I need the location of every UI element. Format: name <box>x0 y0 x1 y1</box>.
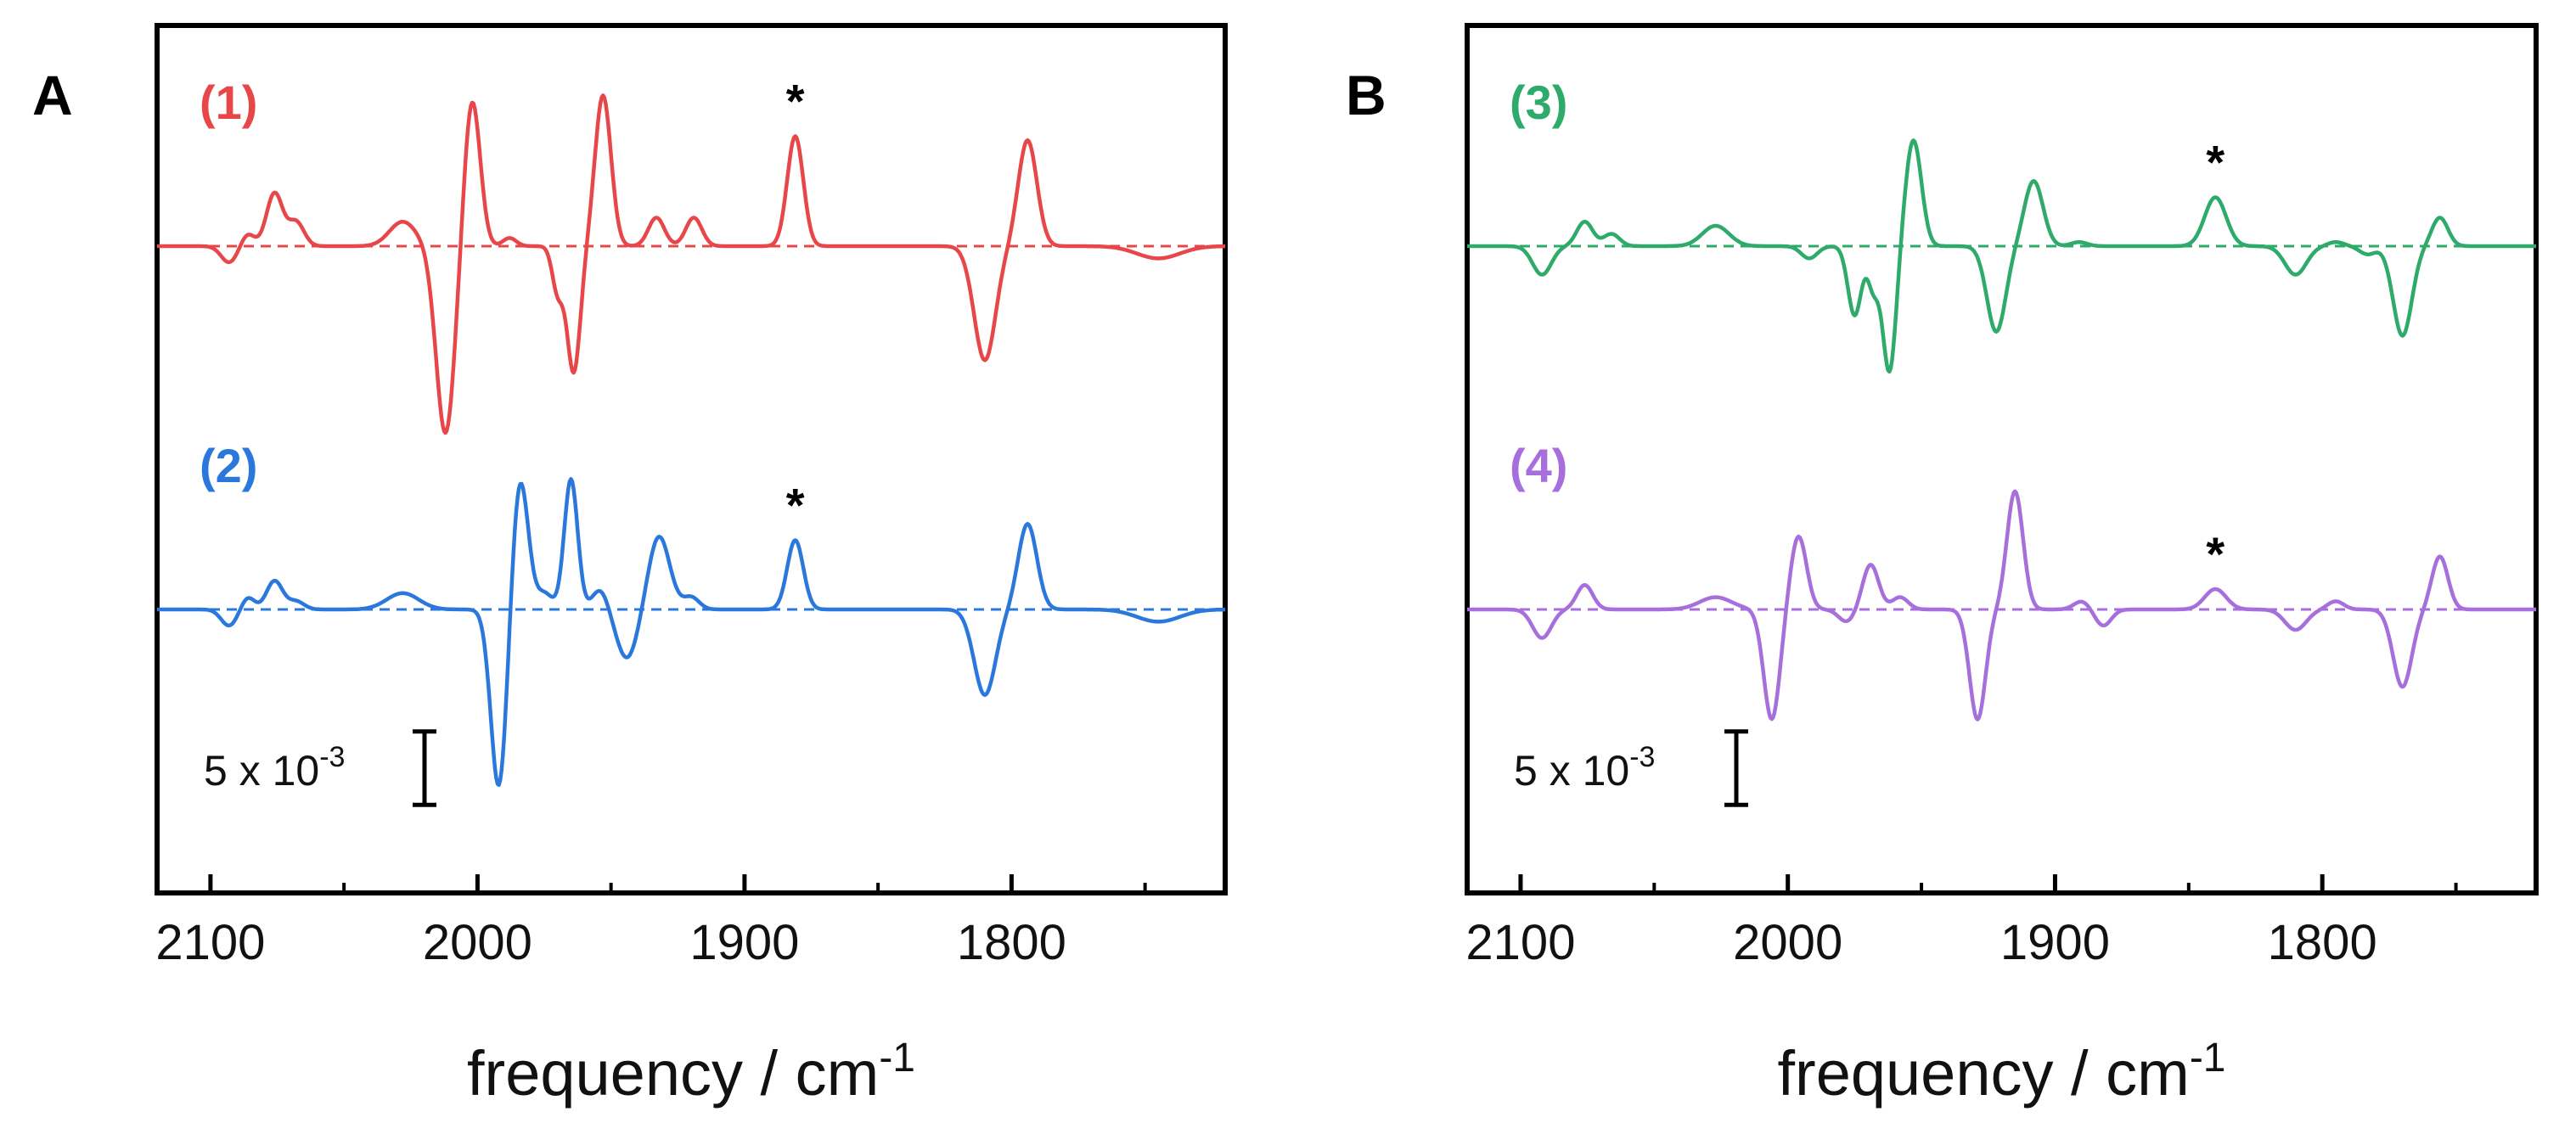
panel-b-x-axis-label: frequency / cm-1 <box>1778 1036 2226 1109</box>
panel-a-plot-frame <box>155 23 1228 895</box>
panel-b-scale-bar-label: 5 x 10-3 <box>1514 741 1655 794</box>
panel-a: A 2100 2000 1900 1800 frequency / cm-1 (1) * (2… <box>32 23 1228 1109</box>
panel-b-plot-frame <box>1465 23 2539 895</box>
panel-b-x-tick-label-1900: 1900 <box>2000 915 2110 970</box>
panel-a-x-tick-label-1800: 1800 <box>957 915 1066 970</box>
panel-a-x-axis-label: frequency / cm-1 <box>467 1036 915 1109</box>
panel-b-series-1-line <box>1466 138 2537 374</box>
panel-a-x-tick-label-1900: 1900 <box>689 915 799 970</box>
panel-a-scale-bar-label: 5 x 10-3 <box>204 741 345 794</box>
panel-a-series-2-label: (2) <box>200 439 257 492</box>
panel-b: B 2100 2000 1900 1800 frequency / cm-1 (3) * (4… <box>1346 23 2539 1109</box>
panel-b-x-tick-label-2100: 2100 <box>1465 915 1575 970</box>
panel-a-x-tick-label-2000: 2000 <box>423 915 532 970</box>
panel-b-series-1-asterisk-marker: * <box>2206 135 2224 188</box>
panel-b-series-1-label: (3) <box>1510 76 1567 129</box>
panel-a-series-2-asterisk-marker: * <box>786 478 805 531</box>
panel-a-series-1-asterisk-marker: * <box>786 74 805 127</box>
panel-a-series-1-label: (1) <box>200 76 257 129</box>
panel-b-label: B <box>1346 64 1386 126</box>
panel-a-label: A <box>32 64 73 126</box>
panel-b-x-tick-label-1800: 1800 <box>2268 915 2377 970</box>
panel-b-x-tick-label-2000: 2000 <box>1733 915 1842 970</box>
panel-a-series-1-line <box>156 93 1226 435</box>
panel-b-series-2-asterisk-marker: * <box>2206 527 2224 581</box>
panel-b-series-2-line <box>1466 489 2537 721</box>
panel-b-series-2-label: (4) <box>1510 439 1567 492</box>
panel-a-series-2-line <box>156 477 1226 788</box>
panel-a-x-tick-label-2100: 2100 <box>155 915 265 970</box>
